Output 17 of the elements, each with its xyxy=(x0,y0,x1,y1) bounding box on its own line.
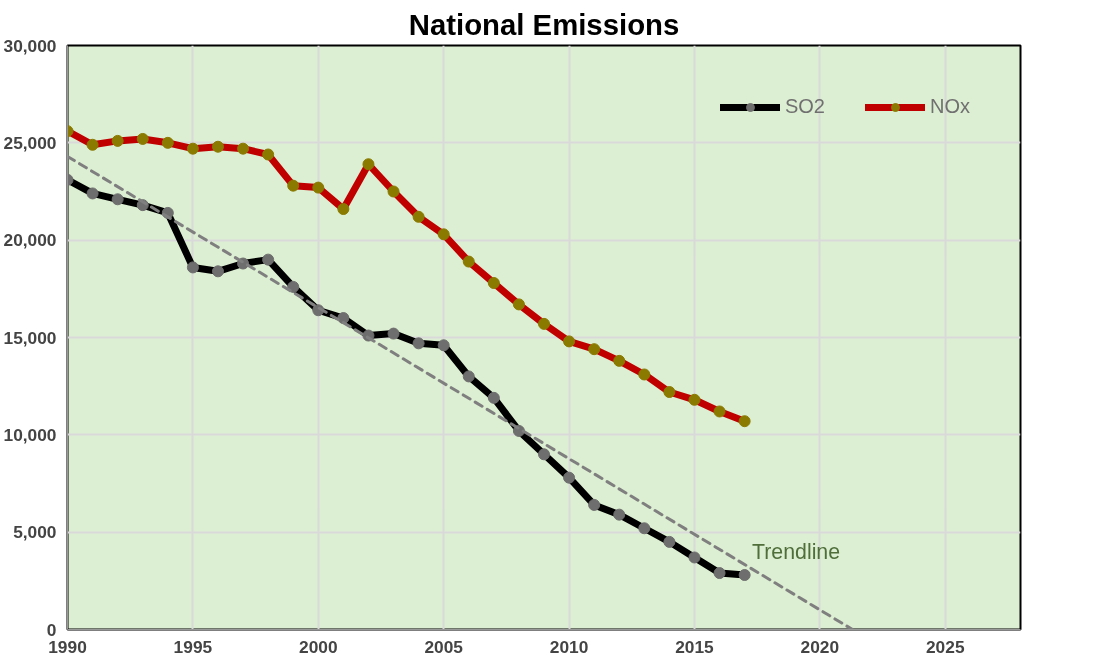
x-tick-label: 2020 xyxy=(800,636,840,657)
x-tick-label: 2000 xyxy=(299,636,338,657)
y-tick-label: 5,000 xyxy=(13,522,57,543)
x-tick-label: 2025 xyxy=(925,636,965,657)
legend-label: NOx xyxy=(930,95,970,118)
y-tick-label: 15,000 xyxy=(3,327,57,348)
y-tick-label: 20,000 xyxy=(3,230,57,251)
chart-title: National Emissions xyxy=(408,7,680,41)
y-tick-label: 30,000 xyxy=(3,35,57,56)
x-tick-label: 2010 xyxy=(549,636,589,657)
series-label: Trendline xyxy=(751,540,841,565)
y-tick-label: 25,000 xyxy=(3,132,57,153)
x-tick-label: 2005 xyxy=(424,636,464,657)
x-tick-label: 1995 xyxy=(173,636,213,657)
y-tick-label: 10,000 xyxy=(3,424,57,445)
x-tick-label: 2015 xyxy=(675,636,715,657)
legend-label: SO2 xyxy=(784,95,825,118)
